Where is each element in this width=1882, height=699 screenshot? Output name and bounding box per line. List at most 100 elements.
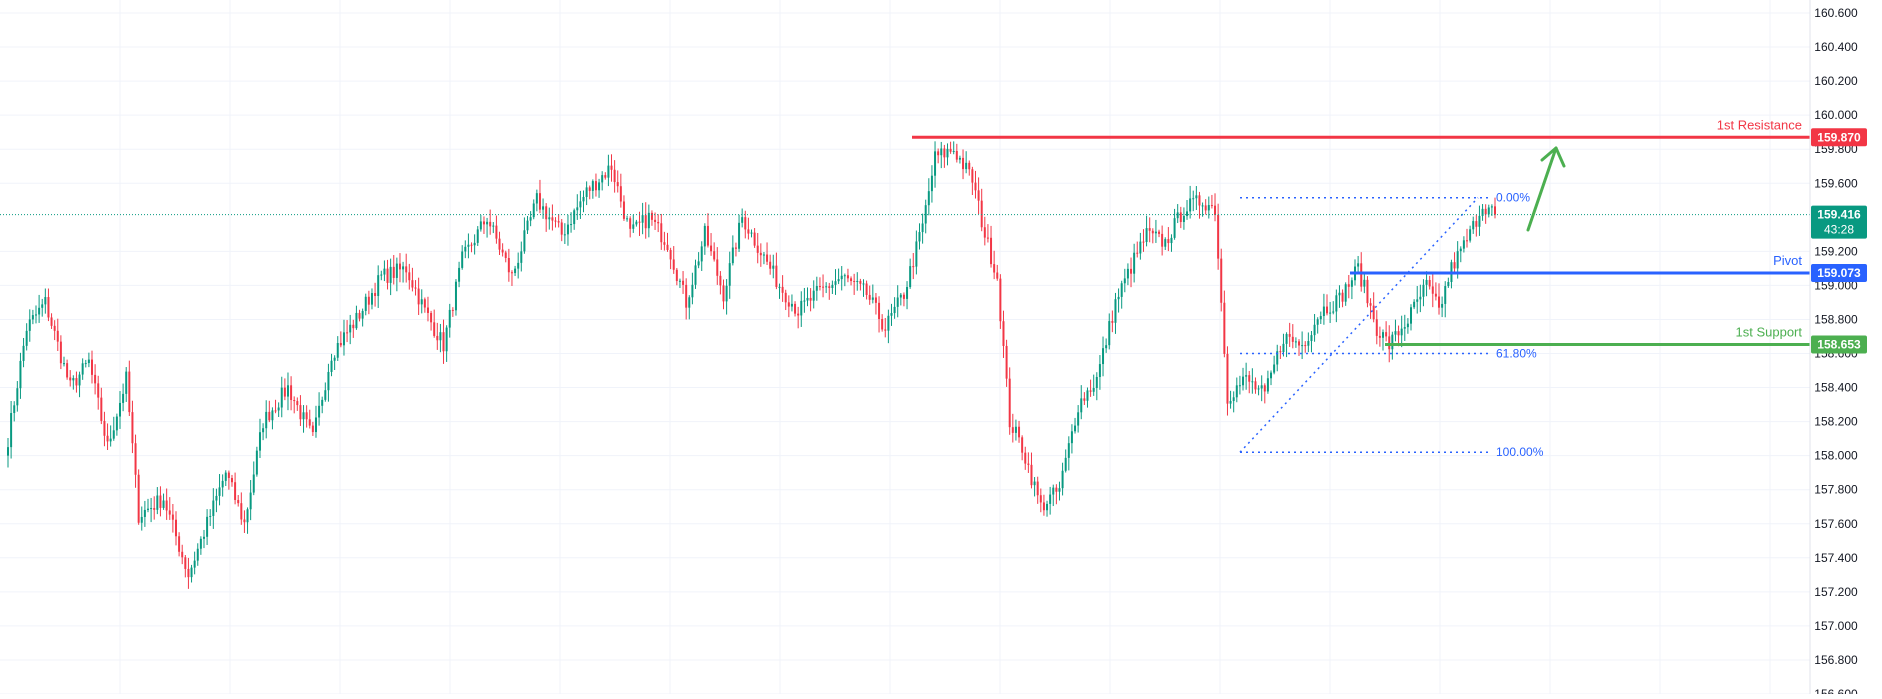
candle	[492, 222, 495, 234]
candle	[930, 165, 933, 203]
candle-body	[50, 317, 53, 326]
candle-body	[1036, 481, 1039, 496]
candle	[1288, 322, 1291, 347]
candle-body	[224, 472, 227, 481]
candle	[34, 305, 37, 324]
candle	[1207, 196, 1210, 219]
candle	[131, 400, 134, 454]
candle	[965, 151, 968, 174]
candle-body	[878, 302, 881, 320]
candle	[501, 243, 504, 257]
candle	[734, 242, 737, 257]
candle-body	[731, 247, 734, 264]
candle-body	[1080, 398, 1083, 413]
candle-body	[862, 283, 865, 285]
candle-body	[1413, 301, 1416, 308]
candle	[87, 352, 90, 368]
candle-body	[557, 221, 560, 223]
candle	[1441, 296, 1444, 318]
candle	[442, 319, 445, 364]
candle-body	[1142, 241, 1145, 243]
candle-body	[1105, 345, 1108, 349]
candle	[1145, 215, 1148, 247]
candle	[759, 243, 762, 267]
candle-body	[346, 332, 349, 334]
candle-body	[554, 220, 557, 222]
fibonacci-retracement[interactable]: 0.00% 61.80% 100.00%	[1239, 191, 1544, 460]
candle	[234, 472, 237, 505]
candle-body	[1254, 381, 1257, 390]
candle-body	[526, 220, 529, 231]
candle-body	[974, 182, 977, 191]
arrow-head[interactable]	[1540, 146, 1566, 168]
candle-body	[181, 551, 184, 558]
candle-body	[538, 193, 541, 210]
candle-body	[296, 401, 299, 406]
candle-body	[103, 420, 106, 436]
candle-body	[1018, 426, 1021, 438]
candle	[1232, 391, 1235, 413]
arrow-shaft[interactable]	[1526, 146, 1558, 232]
candle-body	[781, 286, 784, 293]
candle-body	[641, 215, 644, 223]
candle-body	[168, 510, 171, 515]
candle-body	[955, 150, 958, 160]
candle	[797, 306, 800, 329]
candle-body	[1229, 400, 1232, 404]
projection-arrow[interactable]	[1526, 146, 1566, 232]
bar-countdown-label: 43:28	[1824, 223, 1854, 237]
candle-body	[1204, 205, 1207, 211]
candle-body	[703, 225, 706, 247]
candle	[386, 259, 389, 290]
candle-body	[868, 294, 871, 300]
candle-body	[1490, 206, 1493, 208]
candle	[766, 242, 769, 266]
candle	[1151, 228, 1154, 244]
fibonacci-trend-line[interactable]	[1239, 197, 1479, 453]
candle	[330, 353, 333, 377]
candle	[162, 493, 165, 510]
candle-body	[1086, 390, 1089, 401]
candle-body	[1117, 296, 1120, 300]
badge-background	[1811, 128, 1867, 147]
candle	[1042, 494, 1045, 516]
candle	[311, 421, 314, 436]
candle	[156, 487, 159, 515]
candle-body	[787, 302, 790, 307]
candle-body	[610, 165, 613, 170]
candle	[1313, 313, 1316, 342]
candle	[871, 284, 874, 304]
candle	[271, 407, 274, 430]
candle	[355, 305, 358, 330]
candle	[165, 488, 168, 520]
candle-body	[843, 275, 846, 277]
candle	[787, 295, 790, 318]
candle	[983, 216, 986, 246]
candle-body	[1484, 208, 1487, 215]
candle-body	[430, 312, 433, 323]
candle-body	[576, 207, 579, 211]
pivot-price-badge: 159.073	[1811, 263, 1867, 282]
candle-body	[1139, 241, 1142, 254]
candle-body	[47, 297, 50, 318]
candle-body	[327, 371, 330, 391]
candle-body	[249, 492, 252, 510]
candle-body	[349, 324, 352, 333]
candle-body	[871, 297, 874, 300]
candle	[159, 486, 162, 517]
candle-body	[619, 186, 622, 202]
candle	[461, 245, 464, 270]
candle-body	[1291, 336, 1294, 342]
candle	[790, 294, 793, 312]
candle	[1061, 462, 1064, 496]
candle	[924, 199, 927, 234]
candle	[445, 325, 448, 362]
horizontal-levels[interactable]: 1st Resistance Pivot 1st Support	[0, 117, 1810, 346]
candle	[532, 199, 535, 220]
candle	[912, 252, 915, 280]
candle	[1098, 355, 1101, 390]
candle-body	[134, 443, 137, 475]
candle	[299, 395, 302, 426]
